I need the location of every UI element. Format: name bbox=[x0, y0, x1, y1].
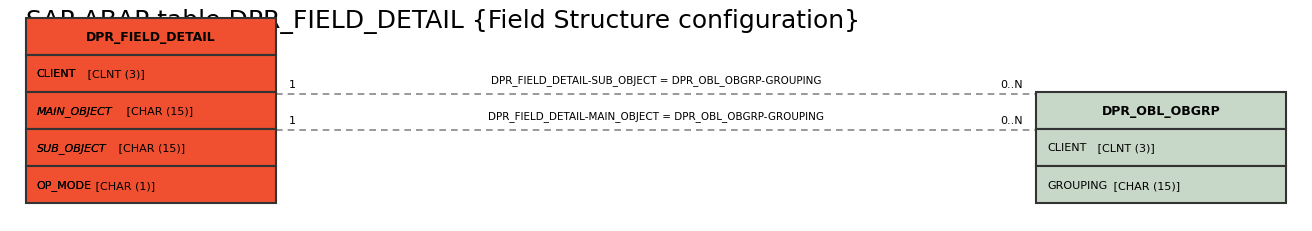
FancyBboxPatch shape bbox=[26, 18, 276, 55]
Text: 1: 1 bbox=[289, 116, 295, 126]
FancyBboxPatch shape bbox=[26, 129, 276, 166]
Text: SUB_OBJECT: SUB_OBJECT bbox=[37, 142, 106, 153]
Text: SAP ABAP table DPR_FIELD_DETAIL {Field Structure configuration}: SAP ABAP table DPR_FIELD_DETAIL {Field S… bbox=[26, 9, 861, 34]
Text: MAIN_OBJECT: MAIN_OBJECT bbox=[37, 105, 113, 116]
Text: OP_MODE: OP_MODE bbox=[37, 179, 92, 190]
Text: [CLNT (3)]: [CLNT (3)] bbox=[1094, 143, 1155, 153]
Text: CLIENT: CLIENT bbox=[37, 69, 76, 79]
FancyBboxPatch shape bbox=[1036, 166, 1286, 203]
FancyBboxPatch shape bbox=[1036, 92, 1286, 129]
Text: [CLNT (3)]: [CLNT (3)] bbox=[84, 69, 144, 79]
Text: [CHAR (15)]: [CHAR (15)] bbox=[115, 143, 185, 153]
Text: DPR_FIELD_DETAIL-MAIN_OBJECT = DPR_OBL_OBGRP-GROUPING: DPR_FIELD_DETAIL-MAIN_OBJECT = DPR_OBL_O… bbox=[488, 110, 824, 121]
Text: 0..N: 0..N bbox=[1001, 80, 1023, 90]
Text: DPR_FIELD_DETAIL: DPR_FIELD_DETAIL bbox=[87, 30, 215, 43]
Text: CLIENT: CLIENT bbox=[1047, 143, 1086, 153]
FancyBboxPatch shape bbox=[26, 92, 276, 129]
FancyBboxPatch shape bbox=[1036, 129, 1286, 166]
Text: SUB_OBJECT: SUB_OBJECT bbox=[37, 142, 106, 153]
Text: CLIENT: CLIENT bbox=[37, 69, 76, 79]
Text: [CHAR (1)]: [CHAR (1)] bbox=[92, 180, 155, 190]
FancyBboxPatch shape bbox=[26, 55, 276, 92]
Text: [CHAR (15)]: [CHAR (15)] bbox=[123, 106, 193, 116]
Text: MAIN_OBJECT: MAIN_OBJECT bbox=[37, 105, 113, 116]
Text: DPR_FIELD_DETAIL-SUB_OBJECT = DPR_OBL_OBGRP-GROUPING: DPR_FIELD_DETAIL-SUB_OBJECT = DPR_OBL_OB… bbox=[491, 75, 821, 85]
Text: [CHAR (15)]: [CHAR (15)] bbox=[1110, 180, 1179, 190]
Text: OP_MODE: OP_MODE bbox=[37, 179, 92, 190]
Text: 0..N: 0..N bbox=[1001, 116, 1023, 126]
Text: 1: 1 bbox=[289, 80, 295, 90]
Text: DPR_OBL_OBGRP: DPR_OBL_OBGRP bbox=[1102, 104, 1220, 117]
Text: GROUPING: GROUPING bbox=[1047, 180, 1107, 190]
FancyBboxPatch shape bbox=[26, 166, 276, 203]
